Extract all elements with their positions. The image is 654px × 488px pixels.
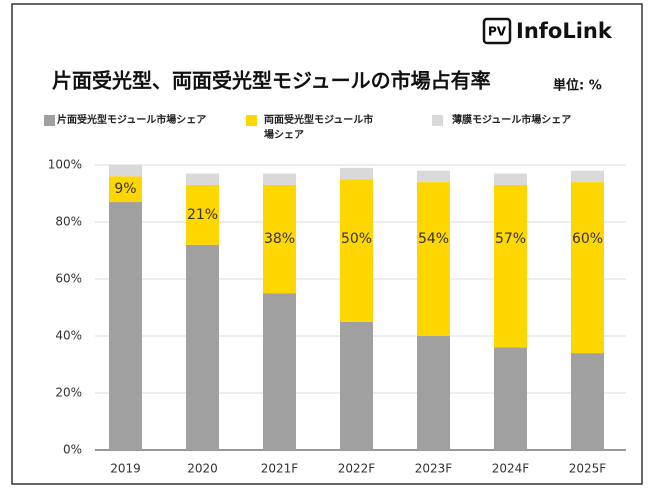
legend-swatch xyxy=(44,115,55,126)
bar-segment xyxy=(571,353,604,450)
data-label: 9% xyxy=(114,181,136,197)
x-tick-label: 2019 xyxy=(110,462,141,476)
data-label: 38% xyxy=(264,231,295,247)
data-label: 21% xyxy=(187,207,218,223)
legend-label: 片面受光型モジュール市場シェア xyxy=(57,115,207,126)
bar-segment xyxy=(340,179,373,322)
x-tick-label: 2022F xyxy=(338,462,376,476)
bar-segment xyxy=(494,347,527,450)
bar-segment xyxy=(263,184,296,294)
chart-title: 片面受光型、両面受光型モジュールの市場占有率 xyxy=(52,69,491,93)
bar-segment xyxy=(417,170,450,183)
frame xyxy=(11,3,643,485)
logo-name: InfoLink xyxy=(516,19,613,43)
bar-segment xyxy=(186,184,219,245)
x-tick-label: 2025F xyxy=(569,462,607,476)
x-tick-label: 2024F xyxy=(492,462,530,476)
logo-badge: PV xyxy=(488,25,507,39)
bar-segment xyxy=(494,184,527,348)
bar-segment xyxy=(109,202,142,450)
y-tick-label: 100% xyxy=(48,158,82,172)
legend-label: 両面受光型モジュール市場シェア xyxy=(264,115,374,141)
bar-segment xyxy=(109,176,142,203)
bar-segment xyxy=(417,336,450,450)
y-tick-label: 60% xyxy=(55,272,82,286)
y-tick-label: 0% xyxy=(63,443,82,457)
bar-segment xyxy=(263,293,296,450)
bar-segment xyxy=(186,173,219,185)
bar-segment xyxy=(340,321,373,450)
y-tick-label: 40% xyxy=(55,329,82,343)
x-tick-label: 2021F xyxy=(261,462,299,476)
y-tick-label: 20% xyxy=(55,386,82,400)
data-label: 57% xyxy=(495,231,526,247)
bar-segment xyxy=(571,182,604,354)
bar-segment xyxy=(417,182,450,336)
bar-segment xyxy=(186,244,219,450)
logo-box xyxy=(482,17,512,45)
bar-segment xyxy=(109,165,142,177)
data-label: 54% xyxy=(418,231,449,247)
chart-subtitle: 単位: % xyxy=(553,78,602,94)
bar-segment xyxy=(263,173,296,185)
bar-segment xyxy=(494,173,527,185)
legend-swatch xyxy=(432,115,443,126)
bar-segment xyxy=(340,167,373,180)
x-tick-label: 2023F xyxy=(415,462,453,476)
legend-swatch xyxy=(246,115,257,126)
legend-label: 薄膜モジュール市場シェア xyxy=(452,115,572,126)
data-label: 50% xyxy=(341,231,372,247)
bar-segment xyxy=(571,170,604,183)
y-tick-label: 80% xyxy=(55,215,82,229)
data-label: 60% xyxy=(572,231,603,247)
x-tick-label: 2020 xyxy=(187,462,218,476)
